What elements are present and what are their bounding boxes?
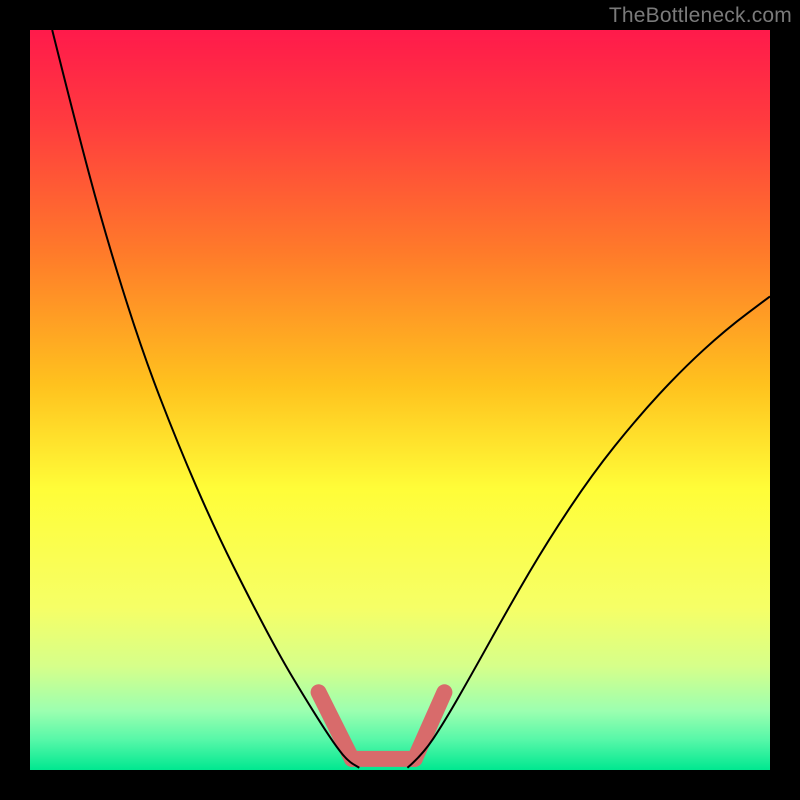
gradient-background bbox=[30, 30, 770, 770]
chart-frame: TheBottleneck.com bbox=[0, 0, 800, 800]
bottleneck-curve-chart bbox=[0, 0, 800, 800]
watermark-text: TheBottleneck.com bbox=[609, 4, 792, 28]
